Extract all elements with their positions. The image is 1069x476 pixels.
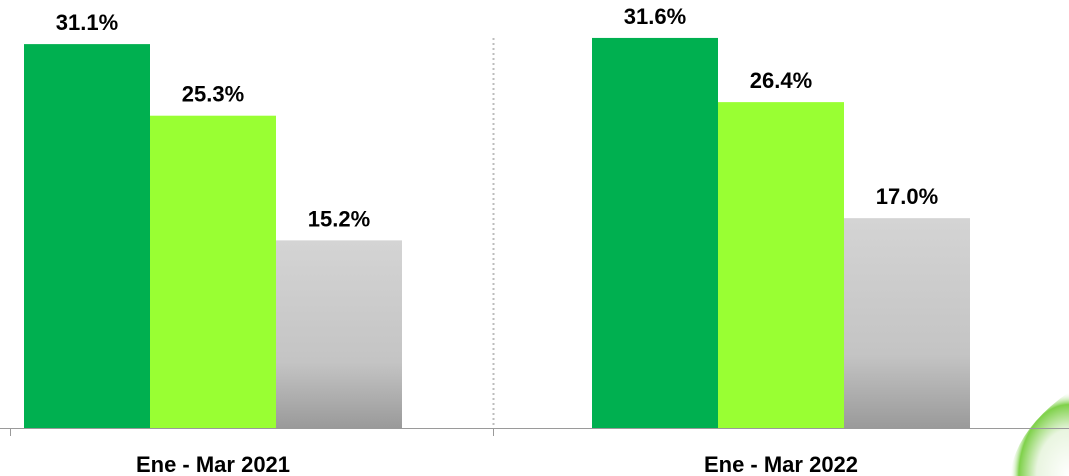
data-label: 31.6% (624, 4, 686, 29)
corner-decoration (1010, 392, 1069, 476)
bar (718, 102, 844, 428)
bar (150, 115, 276, 428)
data-label: 26.4% (750, 68, 812, 93)
x-tick-label: Ene - Mar 2022 (704, 452, 858, 476)
bar (592, 37, 718, 428)
bar (24, 44, 150, 428)
data-label: 25.3% (182, 82, 244, 107)
x-tick-label: Ene - Mar 2021 (136, 452, 290, 476)
data-label: 15.2% (308, 206, 370, 231)
bar (276, 240, 402, 428)
data-label: 17.0% (876, 184, 938, 209)
bar (844, 218, 970, 428)
data-label: 31.1% (56, 10, 118, 35)
